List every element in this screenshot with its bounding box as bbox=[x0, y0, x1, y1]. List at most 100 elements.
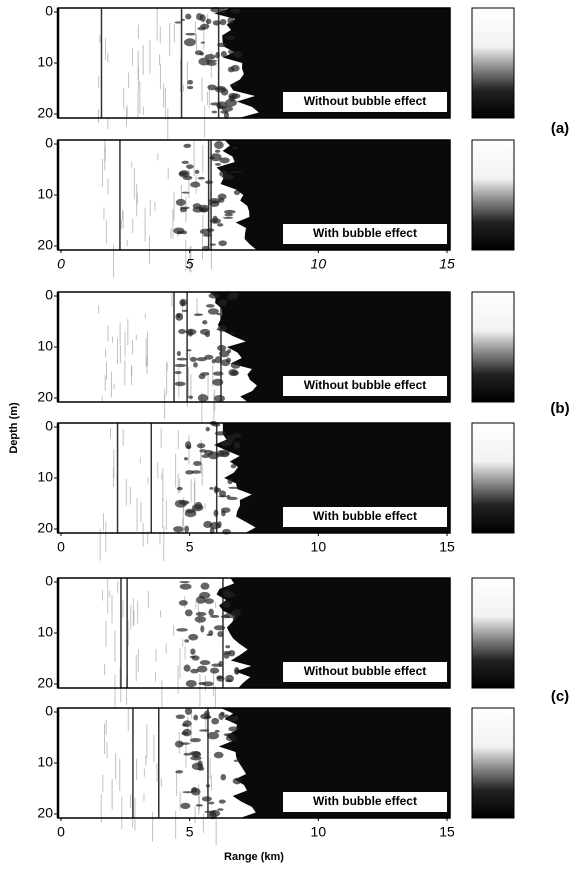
texture bbox=[220, 507, 231, 513]
texture bbox=[202, 214, 204, 235]
texture bbox=[193, 482, 195, 514]
annotation: Without bubble effect bbox=[304, 94, 427, 108]
texture bbox=[178, 171, 188, 176]
texture bbox=[197, 26, 207, 31]
texture bbox=[127, 318, 129, 346]
texture bbox=[119, 322, 121, 344]
colorbar bbox=[471, 139, 515, 251]
texture bbox=[183, 752, 192, 756]
texture bbox=[225, 645, 231, 649]
x-tick-label: 15 bbox=[439, 824, 455, 840]
texture bbox=[163, 83, 165, 108]
texture bbox=[218, 240, 227, 247]
y-axis-label: Depth (m) bbox=[8, 402, 20, 454]
texture bbox=[196, 297, 198, 317]
texture bbox=[217, 808, 224, 811]
texture bbox=[154, 201, 156, 211]
texture bbox=[153, 734, 155, 763]
texture bbox=[215, 423, 218, 533]
texture bbox=[202, 230, 204, 260]
dark-region bbox=[214, 8, 450, 118]
texture bbox=[185, 32, 196, 36]
texture bbox=[158, 708, 160, 818]
texture bbox=[223, 733, 235, 737]
texture bbox=[136, 192, 138, 205]
x-axis-label: Range (km) bbox=[224, 851, 284, 863]
heatmap bbox=[58, 140, 450, 278]
texture bbox=[204, 810, 216, 813]
texture bbox=[205, 426, 210, 432]
y-tick-label: 0 bbox=[45, 287, 53, 303]
texture bbox=[197, 766, 205, 771]
texture bbox=[112, 467, 114, 488]
colorbar bbox=[471, 7, 515, 119]
texture bbox=[208, 451, 220, 460]
texture bbox=[181, 191, 190, 194]
texture bbox=[212, 371, 224, 376]
texture bbox=[217, 325, 227, 332]
texture bbox=[130, 794, 132, 808]
texture bbox=[163, 526, 165, 562]
texture bbox=[214, 389, 216, 412]
texture bbox=[224, 612, 236, 619]
texture bbox=[164, 394, 166, 400]
texture bbox=[129, 487, 131, 505]
texture bbox=[205, 717, 207, 733]
texture bbox=[183, 38, 196, 47]
texture bbox=[125, 478, 127, 506]
texture bbox=[173, 191, 175, 221]
texture bbox=[226, 357, 232, 363]
texture bbox=[137, 51, 139, 80]
texture bbox=[196, 13, 203, 21]
texture bbox=[193, 313, 204, 316]
texture bbox=[184, 707, 192, 715]
texture bbox=[176, 357, 188, 361]
texture bbox=[173, 227, 185, 235]
texture bbox=[215, 87, 225, 91]
texture bbox=[123, 88, 125, 110]
texture bbox=[223, 714, 230, 719]
texture bbox=[227, 49, 234, 55]
texture bbox=[212, 20, 221, 26]
texture bbox=[217, 42, 227, 48]
texture bbox=[196, 443, 206, 449]
texture bbox=[134, 797, 136, 831]
texture bbox=[190, 245, 192, 273]
texture bbox=[217, 631, 224, 638]
texture bbox=[228, 95, 236, 102]
texture bbox=[187, 85, 194, 90]
texture bbox=[191, 470, 202, 474]
texture bbox=[200, 582, 210, 590]
texture bbox=[227, 478, 233, 485]
texture bbox=[209, 667, 220, 674]
texture bbox=[198, 784, 200, 816]
texture bbox=[193, 714, 199, 721]
texture bbox=[105, 620, 107, 647]
dark-region bbox=[214, 423, 450, 533]
x-tick-label: 10 bbox=[311, 256, 327, 272]
texture bbox=[184, 639, 190, 643]
texture bbox=[184, 525, 190, 533]
texture bbox=[114, 630, 116, 662]
texture bbox=[107, 178, 109, 195]
texture bbox=[224, 213, 234, 217]
texture bbox=[132, 218, 134, 234]
texture bbox=[211, 110, 218, 114]
texture bbox=[133, 167, 135, 200]
texture bbox=[176, 486, 183, 491]
texture bbox=[228, 486, 240, 489]
texture bbox=[200, 625, 205, 633]
annotation-box bbox=[283, 662, 447, 682]
texture bbox=[152, 812, 154, 842]
texture bbox=[205, 180, 214, 184]
texture bbox=[197, 665, 208, 673]
texture bbox=[109, 590, 111, 597]
texture bbox=[210, 153, 222, 162]
texture bbox=[111, 778, 113, 810]
texture bbox=[167, 167, 169, 180]
texture bbox=[202, 320, 208, 325]
texture bbox=[183, 143, 192, 148]
texture bbox=[143, 768, 145, 777]
texture bbox=[160, 610, 162, 618]
texture bbox=[184, 646, 186, 660]
